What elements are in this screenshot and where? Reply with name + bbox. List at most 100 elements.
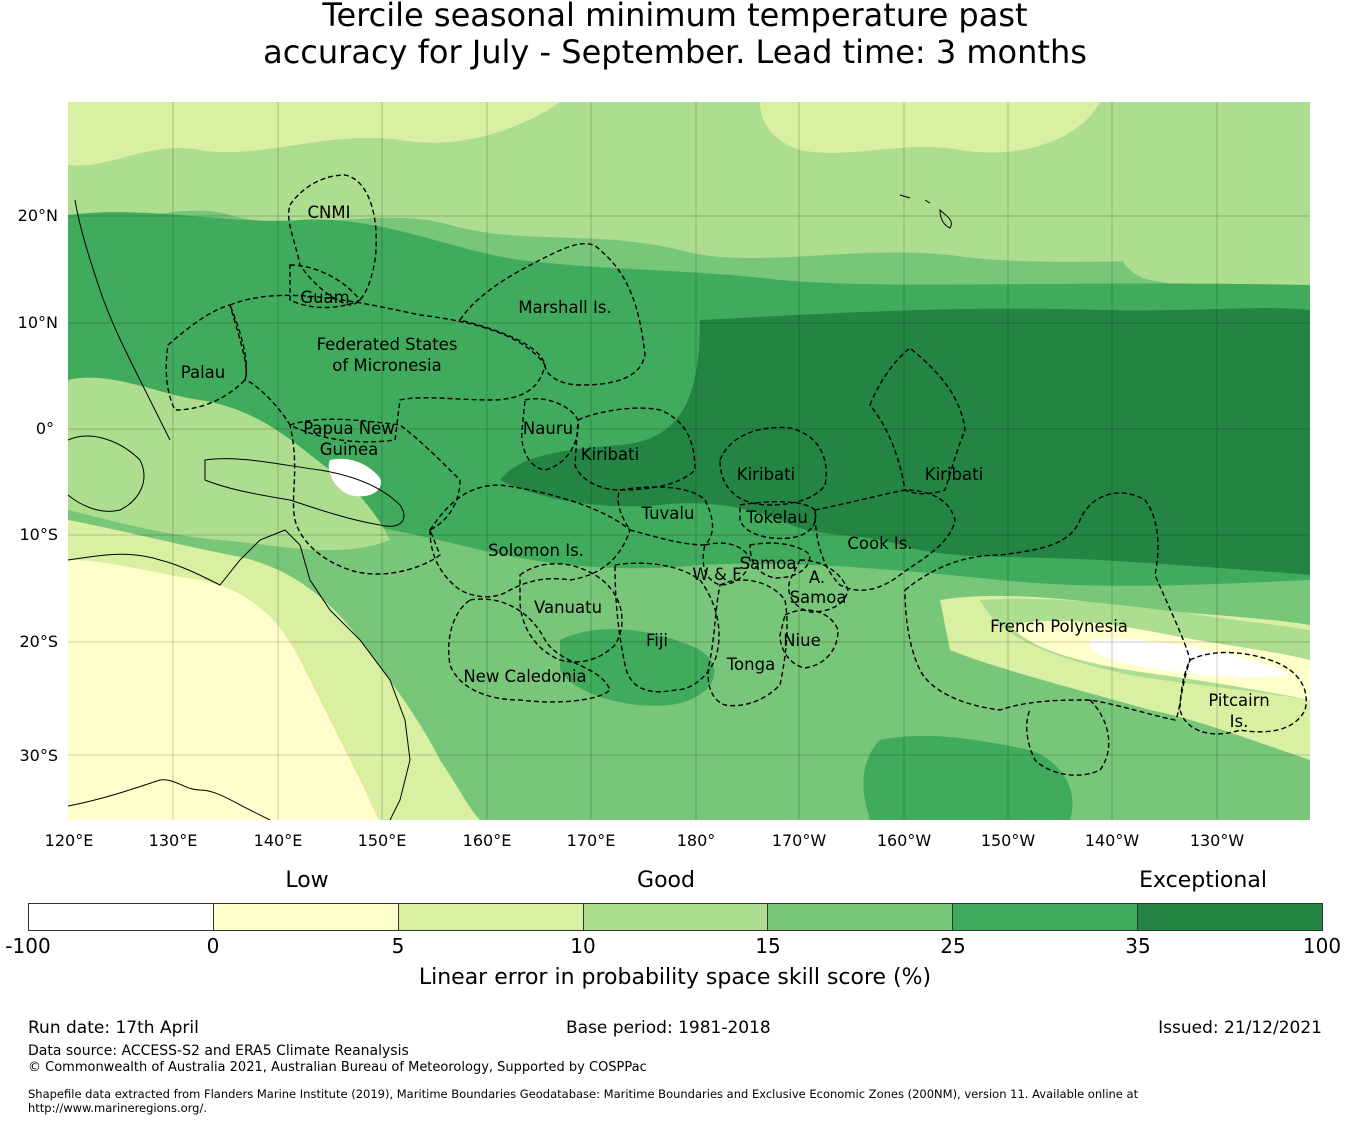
eez-american-samoa [788, 559, 849, 613]
lon-label-160e: 160°E [462, 831, 512, 850]
label-fsm-2: of Micronesia [332, 356, 441, 375]
colorbar-label: Linear error in probability space skill … [418, 965, 932, 990]
graticule [68, 102, 1310, 820]
eez-samoa [749, 542, 811, 579]
label-tuvalu: Tuvalu [641, 504, 695, 523]
skill-zone-negative [1089, 638, 1290, 678]
eez-tokelau [739, 501, 817, 540]
label-kiribati-east: Kiribati [925, 465, 983, 484]
label-am-samoa-1: A. [809, 568, 825, 587]
colorbar-tick-35: 35 [1125, 934, 1151, 958]
lon-label-160w: 160°W [876, 831, 932, 850]
eez-kiribati-line [869, 347, 966, 495]
region-labels: CNMI Guam Marshall Is. Federated States … [181, 203, 1270, 731]
label-samoa: Samoa [740, 554, 797, 573]
category-good: Good [637, 868, 695, 893]
colorbar-tick-25: 25 [940, 934, 966, 958]
eez-kiribati-phoenix [719, 426, 827, 506]
label-french-polynesia: French Polynesia [990, 617, 1128, 636]
colorbar-tick-m100: -100 [5, 934, 51, 958]
eez-pitcairn [1179, 651, 1307, 735]
lat-label-10n: 10°N [17, 313, 58, 332]
lon-label-170e: 170°E [566, 831, 616, 850]
label-fsm-1: Federated States [317, 335, 458, 354]
label-png-1: Papua New [303, 419, 395, 438]
lon-label-140e: 140°E [253, 831, 303, 850]
colorbar-tick-5: 5 [391, 934, 405, 958]
label-tokelau: Tokelau [745, 508, 808, 527]
label-fiji: Fiji [646, 631, 668, 650]
lon-label-140w: 140°W [1084, 831, 1140, 850]
issued-date: Issued: 21/12/2021 [1158, 1018, 1322, 1038]
label-nauru: Nauru [523, 419, 573, 438]
lon-label-150w: 150°W [980, 831, 1036, 850]
colorbar-segment-25-35 [953, 904, 1139, 930]
skill-zone-tropic-dark [500, 308, 1310, 575]
label-vanuatu: Vanuatu [534, 598, 602, 617]
lat-label-20s: 20°S [19, 632, 58, 651]
label-tonga: Tonga [726, 655, 775, 674]
label-pitcairn-1: Pitcairn [1208, 691, 1269, 710]
colorbar-tick-15: 15 [755, 934, 781, 958]
new-guinea-coast [204, 458, 405, 527]
eez-cook [814, 489, 956, 591]
eez-guam [289, 264, 362, 309]
lon-label-120e: 120°E [44, 831, 94, 850]
eez-vanuatu [519, 563, 623, 663]
skill-zone-north-pale [68, 102, 560, 166]
eez-pitcairn-link [1026, 699, 1110, 776]
colorbar [28, 903, 1323, 931]
eez-boundaries [165, 174, 1307, 776]
philippines-coast [74, 199, 171, 441]
colorbar-segment-5-10 [398, 904, 584, 930]
eez-marshall [458, 242, 646, 386]
data-source: Data source: ACCESS-S2 and ERA5 Climate … [28, 1043, 409, 1059]
copyright: © Commonwealth of Australia 2021, Austra… [28, 1060, 647, 1075]
lon-label-150e: 150°E [357, 831, 407, 850]
eez-tonga [707, 579, 788, 707]
category-low: Low [285, 868, 329, 893]
eez-palau [165, 304, 247, 411]
base-period: Base period: 1981-2018 [566, 1018, 771, 1038]
eez-wallis-futuna [702, 542, 751, 586]
colorbar-tick-100: 100 [1302, 934, 1342, 958]
colorbar-segment-35-100 [1138, 904, 1323, 930]
chart-title-line-2: accuracy for July - September. Lead time… [263, 33, 1087, 71]
shapefile-credit: Shapefile data extracted from Flanders M… [28, 1087, 1139, 1115]
colorbar-segment-15-25 [768, 904, 954, 930]
borneo-coast [68, 435, 145, 512]
colorbar-segment-negative [29, 904, 214, 930]
label-niue: Niue [783, 631, 821, 650]
label-pitcairn-2: Is. [1230, 712, 1249, 731]
australia-coast [68, 529, 411, 820]
skill-zone-png-negative [328, 458, 381, 497]
label-marshall: Marshall Is. [518, 298, 611, 317]
lat-label-20n: 20°N [17, 206, 58, 225]
label-wallis-futuna: W & F [692, 565, 741, 584]
label-kiribati-west: Kiribati [581, 445, 639, 464]
label-new-caledonia: New Caledonia [463, 667, 586, 686]
lat-label-10s: 10°S [19, 525, 58, 544]
category-exceptional: Exceptional [1139, 868, 1267, 893]
colorbar-tick-10: 10 [570, 934, 596, 958]
eez-niue [779, 609, 839, 669]
label-solomon: Solomon Is. [488, 541, 584, 560]
colorbar-segment-0-5 [213, 904, 399, 930]
lon-label-130w: 130°W [1189, 831, 1245, 850]
label-guam: Guam [300, 288, 349, 307]
label-png-2: Guinea [320, 440, 379, 459]
run-date: Run date: 17th April [28, 1018, 199, 1038]
colorbar-segment-10-15 [583, 904, 769, 930]
label-palau: Palau [181, 363, 225, 382]
label-cnmi: CNMI [308, 203, 351, 222]
australia-south-coast [68, 779, 271, 820]
skill-zone-australia [68, 560, 380, 820]
lon-label-180: 180° [676, 831, 716, 850]
eez-kiribati-gilbert [574, 407, 696, 491]
lat-label-0: 0° [35, 419, 54, 438]
eez-fiji [614, 562, 720, 693]
skill-map: CNMI Guam Marshall Is. Federated States … [68, 102, 1310, 820]
lon-label-170w: 170°W [771, 831, 827, 850]
lat-label-30s: 30°S [19, 746, 58, 765]
eez-png [289, 418, 461, 575]
